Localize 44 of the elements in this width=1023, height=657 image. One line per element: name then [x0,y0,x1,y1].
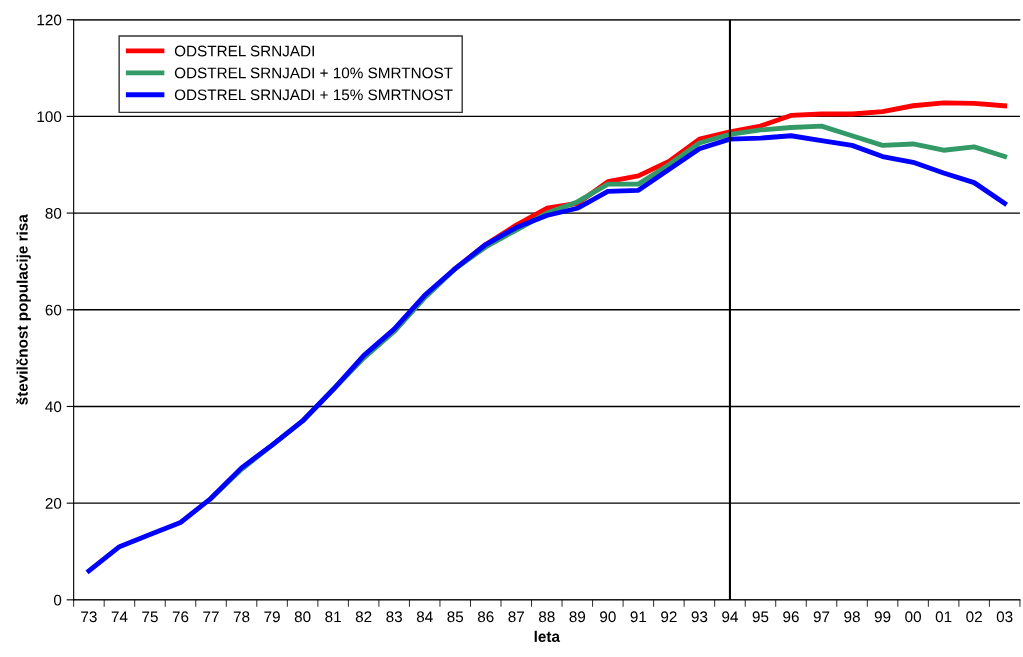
x-tick-label: 98 [844,611,860,623]
x-tick-label: 84 [416,611,433,623]
x-tick-label: 80 [294,611,311,623]
x-tick-label: 86 [477,611,494,623]
x-tick-label: 76 [172,611,189,623]
y-tick-label: 100 [37,111,62,123]
x-tick-label: 03 [996,611,1013,623]
x-tick-label: 82 [355,611,372,623]
x-tick-label: 77 [203,611,219,623]
y-tick-label: 120 [37,14,62,26]
x-tick-label: 88 [538,611,555,623]
x-tick-label: 02 [966,611,982,623]
y-tick-label: 20 [45,498,62,509]
x-tick-label: 74 [111,611,128,623]
y-tick-label: 40 [45,401,62,413]
x-tick-label: 81 [325,611,341,623]
x-tick-label: 92 [661,611,677,623]
x-tick-label: 78 [233,611,250,623]
y-tick-label: 80 [45,207,62,219]
x-tick-label: 87 [508,611,524,623]
legend-label: ODSTREL SRNJADI [174,45,314,57]
x-tick-label: 75 [142,611,158,623]
x-tick-label: 94 [722,611,738,623]
x-tick-label: 97 [813,611,830,623]
y-tick-label: 0 [53,594,62,606]
x-tick-label: 99 [874,611,891,623]
y-tick-label: 60 [45,304,62,316]
x-tick-label: 83 [386,611,402,623]
legend-label: ODSTREL SRNJADI + 15% SMRTNOST [174,89,453,101]
y-axis-title: številčnost populacije risa [16,214,31,405]
line-series [86,133,1008,574]
x-tick-label: 90 [600,611,616,623]
x-tick-label: 73 [81,611,97,623]
x-tick-label: 00 [905,611,921,623]
x-tick-label: 79 [264,611,280,623]
x-tick-label: 01 [935,611,952,623]
x-tick-label: 96 [783,611,799,623]
x-tick-label: 93 [691,611,708,623]
x-tick-label: 85 [447,611,464,623]
legend-label: ODSTREL SRNJADI + 10% SMRTNOST [174,67,453,79]
x-tick-label: 89 [569,611,586,623]
x-axis-title: leta [534,630,561,642]
x-tick-label: 95 [752,611,769,623]
x-tick-label: 91 [630,611,647,623]
